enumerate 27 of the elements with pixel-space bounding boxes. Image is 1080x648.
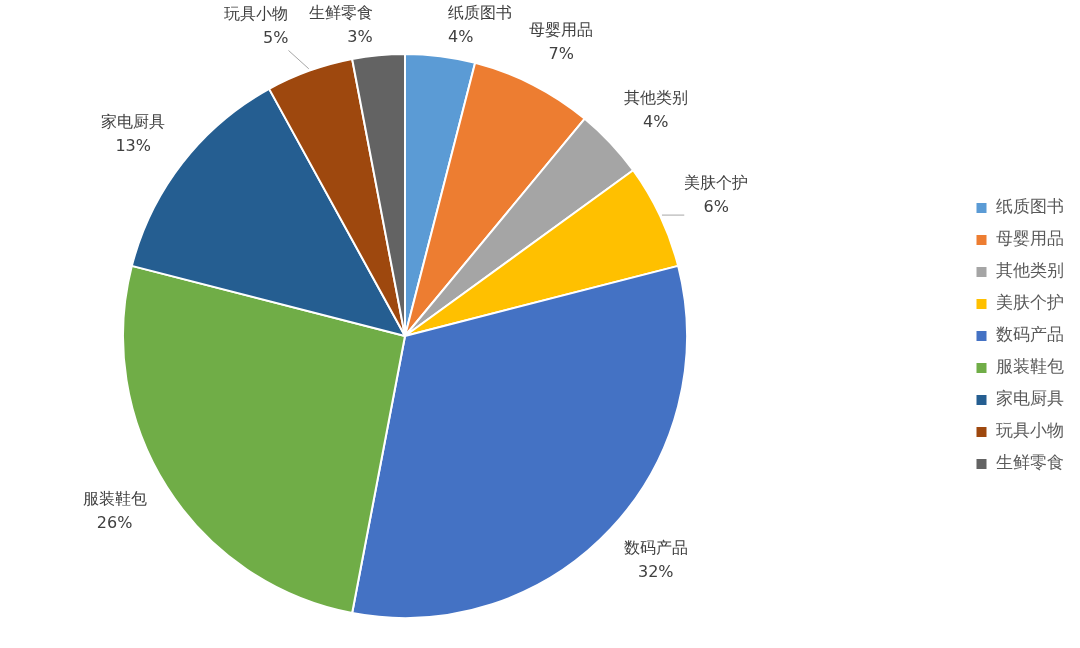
slice-label: 美肤个护 [684,173,749,193]
data-label: 3% [347,27,373,47]
slice-label: 家电厨具 [101,111,166,131]
legend-label: 母婴用品 [996,228,1064,249]
data-label: 7% [548,44,574,64]
data-label: 32% [637,562,674,582]
data-label: 6% [703,197,729,217]
legend-label: 数码产品 [996,324,1064,345]
legend-label: 家电厨具 [996,388,1064,409]
legend-label: 纸质图书 [996,196,1064,217]
slice-label: 服装鞋包 [82,489,147,509]
data-label: 26% [96,513,133,533]
legend-label: 服装鞋包 [996,356,1064,377]
slice-label: 其他类别 [623,87,688,107]
legend-label: 其他类别 [996,260,1064,281]
slice-label: 数码产品 [623,538,688,558]
data-label: 13% [115,135,151,155]
slice-label: 生鲜零食 [308,3,373,23]
legend-label: 生鲜零食 [996,452,1064,473]
data-label: 5% [263,27,289,47]
data-label: 4% [448,27,474,47]
slice-label: 母婴用品 [529,20,594,40]
legend-label: 玩具小物 [996,420,1064,441]
legend-label: 美肤个护 [996,292,1064,313]
data-label: 4% [643,111,669,131]
slice-label: 玩具小物 [224,3,289,23]
slice-label: 纸质图书 [448,3,513,23]
